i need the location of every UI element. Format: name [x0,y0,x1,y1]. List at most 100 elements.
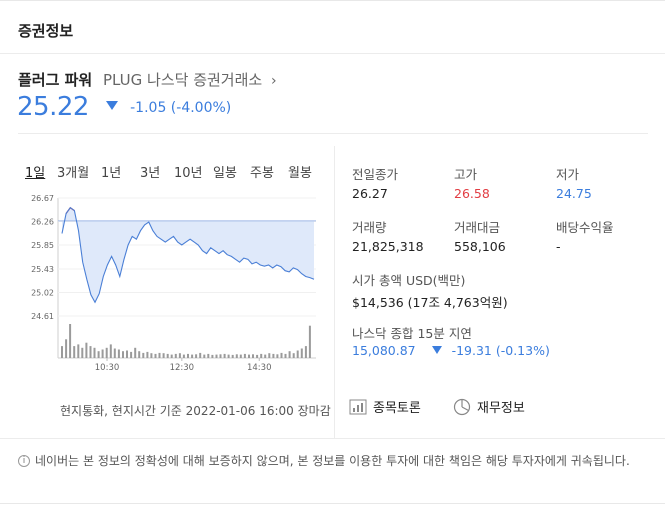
x-tick-label: 14:30 [247,363,272,373]
price-change: -1.05 (-4.00%) [130,100,232,116]
disclaimer: i 네이버는 본 정보의 정확성에 대해 보증하지 않으며, 본 정보를 이용한… [18,453,648,470]
y-tick-label: 25.02 [31,289,54,298]
stat-label: 저가 [556,167,580,182]
volume-bar [65,339,68,358]
volume-bar [170,354,173,358]
volume-bar [276,354,279,358]
y-tick-label: 25.43 [31,265,54,274]
volume-bar [223,353,226,358]
stat-high: 고가 26.58 [454,164,490,201]
divider [0,438,665,439]
volume-bar [195,354,198,358]
volume-bar [239,354,242,358]
area-fill [62,207,314,303]
tab-3year[interactable]: 3년 [140,166,161,181]
price-line [61,206,315,304]
volume-bar [93,347,96,358]
volume-bar [77,344,80,358]
volume-bar [199,352,202,358]
stat-label: 거래대금 [454,220,501,235]
tab-1day[interactable]: 1일 [25,166,46,181]
volume-bar [248,354,250,358]
top-border [0,0,665,4]
stock-name-link[interactable]: 플러그 파워 PLUG 나스닥 증권거래소 › [18,69,277,90]
volume-bar [219,354,222,358]
price-chart: 26.67 26.26 25.85 25.43 25.02 24.61 10:30 12:30… [31,194,316,373]
index-label-block: 나스닥 종합 15분 지연 [352,323,472,345]
y-tick-label: 24.61 [31,312,54,321]
stat-value: 26.27 [352,186,388,201]
down-triangle-icon [106,101,119,110]
volume-bar [235,354,238,358]
chart-footnote: 현지통화, 현지시간 기준 2022-01-06 16:00 장마감 [60,404,331,418]
volume-bar [207,353,210,358]
stat-volume: 거래량 21,825,318 [352,217,424,254]
index-row: 15,080.87 -19.31 (-0.13%) [352,343,550,358]
stock-exchange: PLUG 나스닥 증권거래소 [103,71,263,89]
volume-bar [166,353,169,358]
down-triangle-icon [431,346,442,354]
volume-bar [243,353,246,358]
tab-1year[interactable]: 1년 [101,166,122,181]
discussion-label: 종목토론 [373,401,421,416]
discussion-link[interactable]: 종목토론 [349,397,421,416]
volume-bar [187,353,189,358]
price-row: 25.22 -1.05 (-4.00%) [17,92,231,122]
volume-bar [288,351,291,358]
stat-dividend: 배당수익율 - [556,217,614,254]
disclaimer-text: 네이버는 본 정보의 정확성에 대해 보증하지 않으며, 본 정보를 이용한 투… [35,454,630,468]
tab-3month[interactable]: 3개월 [57,166,90,181]
volume-bar [61,346,63,358]
volume-bar [252,354,254,358]
volume-bar [97,351,100,358]
stat-label: 배당수익율 [556,220,614,235]
volume-bar [109,344,112,358]
volume-bar [231,354,234,358]
y-tick-label: 25.85 [31,241,54,250]
volume-bar [174,353,177,358]
volume-bar [73,346,76,358]
stat-value: $14,536 (17조 4,763억원) [352,295,508,310]
pie-chart-icon [453,398,471,415]
tab-10year[interactable]: 10년 [174,166,203,181]
stat-label: 고가 [454,167,478,182]
chart-bars-icon [349,399,367,414]
volume-bar [178,353,181,358]
stat-value: 21,825,318 [352,239,424,254]
stat-value: 558,106 [454,239,506,254]
volume-bar [308,325,311,358]
stat-market-cap: 시가 총액 USD(백만) $14,536 (17조 4,763억원) [352,270,508,311]
volume-bar [211,354,214,358]
volume-bar [292,353,295,358]
tab-weekly[interactable]: 주봉 [250,166,274,181]
volume-bar [162,353,165,358]
x-tick-label: 12:30 [170,363,195,373]
volume-bar [300,348,303,358]
volume-bar [142,352,145,358]
stat-prev-close: 전일종가 26.27 [352,164,398,201]
stat-value: - [556,239,561,254]
stat-value: 26.58 [454,186,490,201]
volume-bar [304,346,307,358]
stat-label: 전일종가 [352,167,399,182]
financials-label: 재무정보 [477,401,525,416]
chevron-right-icon: › [271,73,277,89]
volume-bar [122,351,124,358]
volume-bar [268,353,271,358]
stock-name: 플러그 파워 [18,71,93,89]
volume-bar [182,354,185,358]
info-icon: i [18,455,30,467]
financials-link[interactable]: 재무정보 [453,397,525,416]
tab-daily[interactable]: 일봉 [213,166,237,181]
stat-amount: 거래대금 558,106 [454,217,506,254]
stat-low: 저가 24.75 [556,164,592,201]
volume-bar [260,353,263,358]
tab-monthly[interactable]: 월봉 [288,166,312,181]
vertical-divider [334,146,335,438]
index-change: -19.31 (-0.13%) [451,343,550,358]
stat-label: 시가 총액 USD(백만) [352,273,466,288]
x-tick-label: 10:30 [95,363,120,373]
volume-bar [256,354,259,358]
volume-bar [117,349,120,358]
